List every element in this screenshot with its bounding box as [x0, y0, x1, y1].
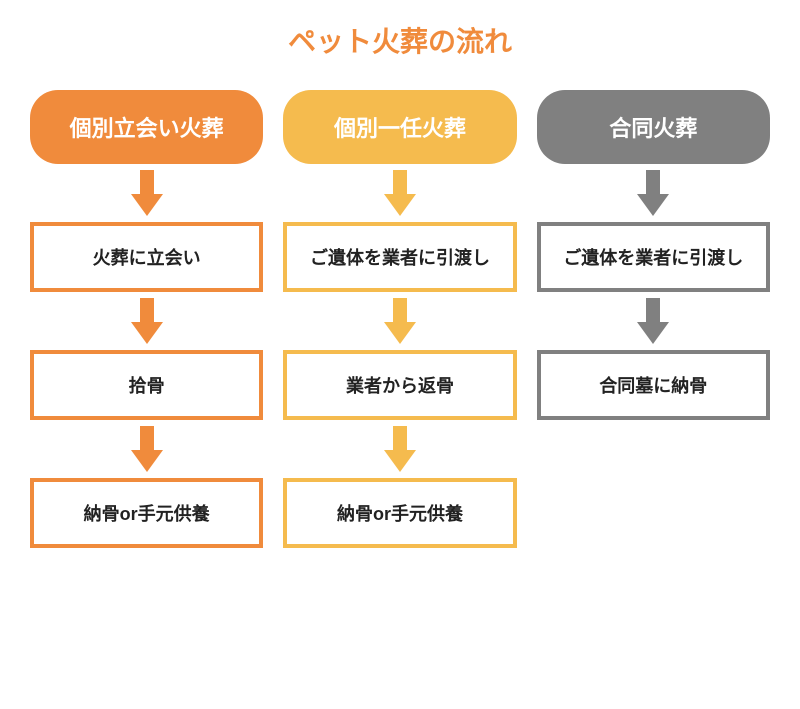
column-header-pill: 合同火葬: [537, 90, 770, 164]
flow-step-box: ご遺体を業者に引渡し: [283, 222, 516, 292]
flow-column: 個別一任火葬ご遺体を業者に引渡し業者から返骨納骨or手元供養: [283, 90, 516, 548]
page-title: ペット火葬の流れ: [30, 20, 770, 60]
arrow-down-icon: [380, 420, 420, 478]
arrow-down-icon: [127, 164, 167, 222]
arrow-down-icon: [633, 292, 673, 350]
arrow-down-icon: [380, 164, 420, 222]
flow-step-box: 納骨or手元供養: [283, 478, 516, 548]
flow-column: 合同火葬ご遺体を業者に引渡し合同墓に納骨: [537, 90, 770, 548]
flow-step-box: 業者から返骨: [283, 350, 516, 420]
arrow-down-icon: [127, 420, 167, 478]
flow-step-box: 拾骨: [30, 350, 263, 420]
flow-columns: 個別立会い火葬火葬に立会い拾骨納骨or手元供養個別一任火葬ご遺体を業者に引渡し業…: [30, 90, 770, 548]
flow-step-box: 火葬に立会い: [30, 222, 263, 292]
flow-step-box: 納骨or手元供養: [30, 478, 263, 548]
flow-column: 個別立会い火葬火葬に立会い拾骨納骨or手元供養: [30, 90, 263, 548]
column-header-pill: 個別立会い火葬: [30, 90, 263, 164]
arrow-down-icon: [380, 292, 420, 350]
arrow-down-icon: [127, 292, 167, 350]
arrow-down-icon: [633, 164, 673, 222]
column-header-pill: 個別一任火葬: [283, 90, 516, 164]
flow-step-box: 合同墓に納骨: [537, 350, 770, 420]
flow-step-box: ご遺体を業者に引渡し: [537, 222, 770, 292]
